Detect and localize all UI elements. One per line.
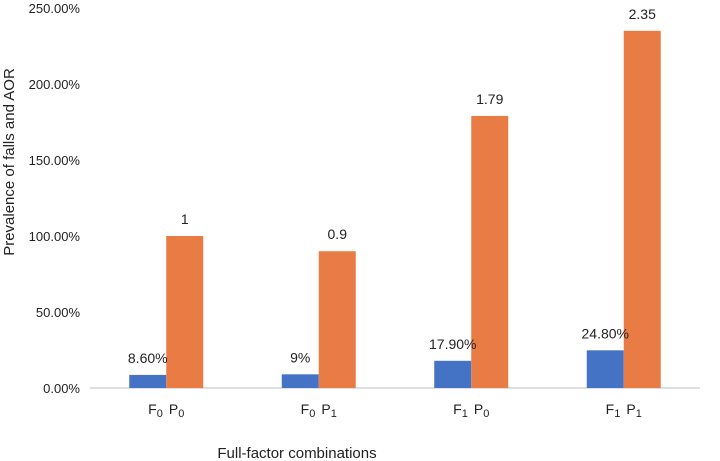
aor-data-label: 2.35 xyxy=(629,6,656,22)
y-tick-label: 200.00% xyxy=(29,77,81,92)
prevalence-data-label: 24.80% xyxy=(582,325,629,341)
prevalence-bar xyxy=(129,374,167,388)
aor-data-label: 1 xyxy=(181,211,189,227)
aor-bar xyxy=(318,251,356,388)
x-category-label: F0 P1 xyxy=(301,401,337,420)
data-labels: 8.60% 1 9% 0.9 17.90% 1.79 24.80% 2.35 xyxy=(128,6,656,366)
x-category-label: F1 P0 xyxy=(453,401,489,420)
y-tick-label: 100.00% xyxy=(29,229,81,244)
x-axis-title: Full-factor combinations xyxy=(217,445,376,461)
prevalence-data-label: 17.90% xyxy=(429,336,476,352)
y-tick-label: 0.00% xyxy=(43,381,80,396)
prevalence-bar xyxy=(281,374,319,388)
prevalence-data-label: 8.60% xyxy=(128,350,168,366)
aor-bar xyxy=(471,115,509,389)
y-axis-ticks: 0.00% 50.00% 100.00% 150.00% 200.00% 250.00% xyxy=(29,1,81,396)
prevalence-bar xyxy=(586,350,624,388)
y-tick-label: 150.00% xyxy=(29,153,81,168)
x-axis-categories: F0 P0 F0 P1 F1 P0 F1 P1 xyxy=(148,401,642,420)
aor-data-label: 0.9 xyxy=(328,226,348,242)
aor-data-label: 1.79 xyxy=(476,91,503,107)
aor-bar xyxy=(166,236,204,388)
x-category-label: F0 P0 xyxy=(148,401,184,420)
prevalence-bar xyxy=(434,360,472,388)
y-tick-label: 250.00% xyxy=(29,1,81,16)
bars xyxy=(129,30,661,389)
aor-bar xyxy=(623,30,661,389)
y-axis-title: Prevalence of falls and AOR xyxy=(1,68,18,256)
y-tick-label: 50.00% xyxy=(36,305,81,320)
x-category-label: F1 P1 xyxy=(606,401,642,420)
prevalence-data-label: 9% xyxy=(290,349,310,365)
